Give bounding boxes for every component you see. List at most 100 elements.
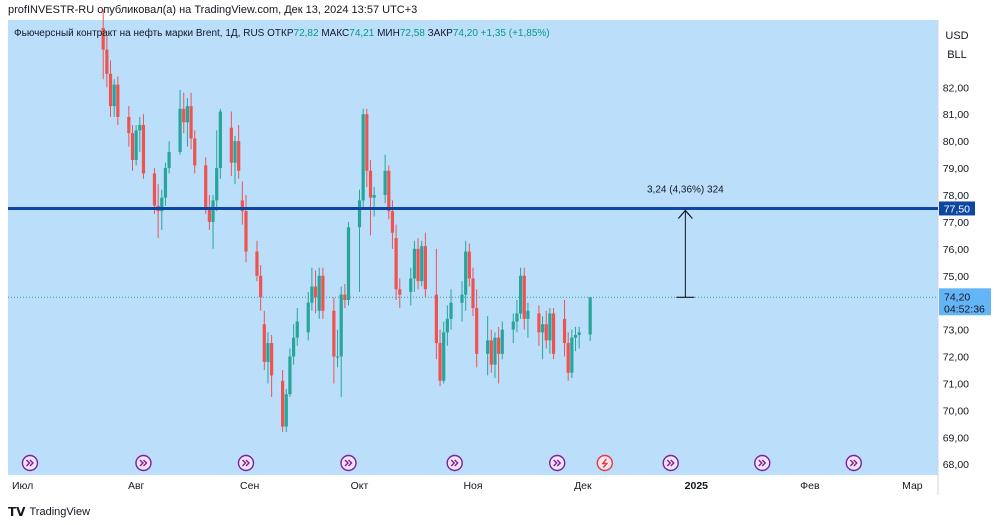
- event-icon[interactable]: [845, 454, 862, 472]
- candle-body: [434, 294, 438, 344]
- time-tick-label: Сен: [240, 480, 259, 492]
- candle: [570, 329, 574, 379]
- candle: [112, 79, 116, 117]
- candle: [526, 302, 530, 338]
- candle-body: [291, 337, 296, 357]
- candle: [207, 195, 211, 230]
- candle: [548, 308, 552, 354]
- candle: [259, 265, 263, 311]
- legend-line: Фьючерсный контракт на нефть марки Brent…: [14, 28, 550, 39]
- overlays-layer: 3,24 (4,36%) 324: [8, 184, 938, 298]
- candle: [537, 305, 541, 346]
- candle: [281, 370, 285, 432]
- candle-body: [489, 340, 493, 365]
- candle-body: [193, 138, 197, 166]
- candle-body: [486, 340, 490, 354]
- event-icon[interactable]: [237, 454, 255, 472]
- candle: [141, 114, 146, 179]
- close-label: ЗАКР: [427, 28, 453, 39]
- event-icon[interactable]: [549, 454, 566, 472]
- time-axis-background: [8, 475, 938, 495]
- candle: [573, 326, 578, 352]
- candle: [489, 329, 493, 373]
- candle-body: [497, 337, 501, 354]
- axis-background: [938, 20, 992, 495]
- candle-body: [237, 141, 241, 171]
- candle-body: [335, 356, 340, 358]
- candle-body: [163, 168, 168, 198]
- candle: [577, 326, 581, 349]
- candle: [475, 289, 479, 368]
- open-value: 72,82: [293, 28, 319, 39]
- candle-body: [101, 28, 105, 50]
- candle-body: [189, 106, 193, 139]
- candle-body: [544, 324, 548, 341]
- currency-code[interactable]: USD: [942, 28, 972, 44]
- candle-body: [500, 329, 504, 354]
- event-icon[interactable]: [340, 454, 357, 472]
- candle: [357, 189, 362, 292]
- candle-body: [281, 380, 285, 427]
- plot-background: [8, 20, 938, 475]
- candle-body: [442, 332, 446, 381]
- level-price-tag: [939, 201, 975, 216]
- candle-body: [346, 227, 351, 300]
- candle-body: [229, 127, 233, 163]
- event-icon[interactable]: [754, 454, 771, 472]
- candle: [138, 116, 142, 152]
- time-tick-label: Авг: [128, 480, 145, 492]
- candle-body: [204, 165, 208, 209]
- price-tick-label: 68,00: [943, 459, 969, 471]
- level-price-label: 77,50: [944, 203, 970, 215]
- candle-body: [321, 275, 325, 311]
- event-icon[interactable]: [21, 454, 39, 472]
- published-by-line: profINVESTR-RU опубликовал(а) на Trading…: [8, 4, 418, 16]
- candle-body: [372, 195, 376, 198]
- candle-body: [460, 294, 464, 303]
- brand-name: TradingView: [29, 506, 91, 518]
- price-tick-label: 69,00: [943, 432, 969, 444]
- candle: [420, 240, 424, 287]
- candle: [551, 308, 556, 360]
- candle: [562, 300, 567, 357]
- earnings-icon[interactable]: [596, 454, 614, 472]
- time-tick-label: Июл: [12, 480, 33, 492]
- candle: [130, 125, 135, 171]
- candle-body: [259, 275, 263, 298]
- event-icon[interactable]: [662, 454, 679, 472]
- candle: [544, 310, 548, 349]
- candle-body: [361, 114, 365, 201]
- instrument-name: Фьючерсный контракт на нефть марки Brent…: [14, 28, 265, 39]
- candle: [317, 267, 321, 319]
- candle: [116, 76, 120, 125]
- candle-body: [398, 289, 402, 295]
- low-label: МИН: [377, 28, 400, 39]
- candle-body: [240, 200, 244, 212]
- current-price-value: 74,20: [944, 291, 970, 303]
- price-axis[interactable]: 68,0069,0070,0071,0072,0073,0074,0075,00…: [939, 82, 991, 471]
- candle-body: [141, 125, 146, 174]
- event-icon[interactable]: [446, 454, 463, 472]
- candle-body: [288, 356, 292, 395]
- candle: [127, 106, 131, 147]
- currency-unit[interactable]: BLL: [942, 47, 972, 63]
- candle-body: [130, 133, 135, 160]
- time-axis[interactable]: Июл Авг Сен Окт Ноя Дек 2025 Фев Мар: [12, 480, 923, 492]
- candle: [163, 162, 168, 206]
- candle: [284, 388, 288, 432]
- candle: [306, 291, 310, 341]
- candle-body: [416, 248, 420, 282]
- candle: [218, 108, 222, 179]
- candle: [233, 135, 237, 185]
- candle-body: [365, 114, 369, 171]
- candle-body: [551, 313, 556, 354]
- candle-body: [515, 313, 519, 322]
- candle-body: [467, 251, 471, 279]
- candle: [515, 300, 519, 333]
- event-icon[interactable]: [135, 454, 152, 472]
- time-tick-label: Окт: [351, 480, 369, 492]
- candle: [518, 267, 523, 319]
- candle-body: [394, 238, 398, 290]
- candle: [486, 316, 490, 376]
